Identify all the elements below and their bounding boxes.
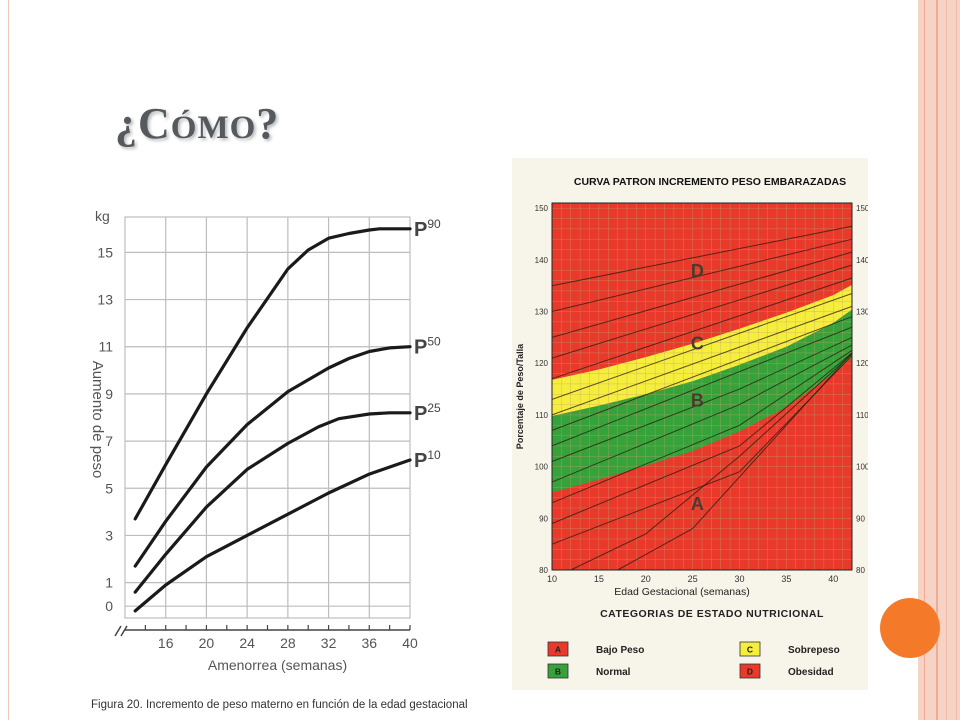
axis-break-mark bbox=[114, 625, 128, 637]
x-tick-label: 10 bbox=[547, 574, 557, 584]
legend-label-b: Normal bbox=[596, 667, 631, 678]
legend-label-d: Obesidad bbox=[788, 667, 834, 678]
x-tick-label: 16 bbox=[158, 635, 174, 651]
reference-curve bbox=[551, 352, 853, 524]
y-axis-label: Porcentaje de Peso/Talla bbox=[515, 343, 525, 449]
legend-label-c: Sobrepeso bbox=[788, 645, 840, 656]
x-tick-label: 36 bbox=[361, 635, 377, 651]
reference-curve bbox=[551, 336, 853, 462]
series-label-p50: P50 bbox=[414, 335, 441, 359]
y-tick-label-left: 100 bbox=[535, 463, 549, 472]
reference-curve bbox=[551, 264, 853, 359]
figure-caption: Figura 20. Incremento de peso materno en… bbox=[91, 699, 468, 711]
x-tick-label: 24 bbox=[239, 635, 255, 651]
reference-curve bbox=[551, 316, 853, 431]
y-tick-label-right: 150 bbox=[856, 204, 868, 213]
legend-code-c: C bbox=[747, 645, 753, 655]
series-line-p25 bbox=[133, 411, 412, 594]
decor-left-border bbox=[8, 0, 9, 720]
y-tick-label-right: 140 bbox=[856, 256, 868, 265]
x-tick-label: 40 bbox=[402, 635, 418, 651]
y-tick-label-left: 110 bbox=[535, 411, 548, 420]
series-line-p90 bbox=[133, 227, 412, 521]
y-tick-label-right: 100 bbox=[856, 463, 868, 472]
series-label-p90: P90 bbox=[414, 217, 441, 241]
y-tick-label: 13 bbox=[97, 292, 113, 308]
reference-curve bbox=[551, 238, 853, 312]
legend-code-d: D bbox=[747, 667, 753, 677]
reference-curve bbox=[551, 349, 853, 504]
y-tick-label-right: 110 bbox=[856, 411, 868, 420]
legend-title: CATEGORIAS DE ESTADO NUTRICIONAL bbox=[600, 608, 824, 620]
plot-frame bbox=[551, 202, 853, 571]
y-tick-label-left: 150 bbox=[535, 204, 549, 213]
slide-title: ¿CÓMO? bbox=[115, 99, 280, 148]
y-tick-label: 5 bbox=[105, 480, 113, 496]
decor-stripe-line bbox=[924, 0, 925, 720]
x-tick-label: 15 bbox=[594, 574, 604, 584]
zone-letter-b: B bbox=[691, 390, 704, 410]
series-label-p25: P25 bbox=[414, 401, 441, 425]
x-axis-label: Amenorrea (semanas) bbox=[208, 657, 347, 673]
legend-swatch-d bbox=[739, 663, 761, 679]
legend-swatch-b bbox=[547, 663, 569, 679]
reference-curve bbox=[551, 344, 853, 483]
legend-code-b: B bbox=[555, 667, 561, 677]
decor-stripe-band bbox=[918, 0, 960, 720]
decor-orange-circle bbox=[880, 598, 940, 658]
x-tick-label: 30 bbox=[734, 574, 744, 584]
series-label-p10: P10 bbox=[414, 448, 441, 472]
x-tick-label: 20 bbox=[641, 574, 651, 584]
y-tick-label: 1 bbox=[105, 575, 113, 591]
x-axis-label: Edad Gestacional (semanas) bbox=[614, 586, 749, 598]
plot-area bbox=[124, 216, 411, 619]
legend-swatch-c bbox=[739, 641, 761, 657]
y-tick-label: 15 bbox=[97, 244, 113, 260]
series-line-p10 bbox=[133, 458, 412, 613]
weight-gain-percentile-chart: 16 20 24 28 32 36 40 0 1 3 5 7 9 11 13 15 kg Aumento de p… bbox=[85, 192, 473, 714]
y-tick-label-left: 90 bbox=[539, 514, 548, 523]
y-unit-label: kg bbox=[95, 208, 110, 224]
legend-label-a: Bajo Peso bbox=[596, 645, 644, 656]
zone-letter-c: C bbox=[691, 334, 704, 354]
y-tick-label-right: 90 bbox=[856, 514, 865, 523]
x-tick-label: 35 bbox=[781, 574, 791, 584]
reference-curve bbox=[551, 326, 853, 447]
reference-curve bbox=[570, 353, 853, 571]
reference-curve bbox=[551, 293, 853, 400]
y-tick-label-left: 80 bbox=[539, 566, 548, 575]
legend-code-a: A bbox=[555, 645, 561, 655]
y-tick-label: 0 bbox=[105, 598, 113, 614]
decor-stripe-line bbox=[936, 0, 938, 720]
x-tick-label: 40 bbox=[828, 574, 838, 584]
y-tick-label: 9 bbox=[105, 386, 113, 402]
y-tick-label-right: 80 bbox=[856, 566, 865, 575]
legend-swatch-a bbox=[547, 641, 569, 657]
reference-curve bbox=[551, 305, 853, 416]
x-tick-label: 20 bbox=[199, 635, 215, 651]
x-tick-label: 32 bbox=[321, 635, 337, 651]
y-tick-label: 11 bbox=[98, 339, 113, 355]
series-line-p50 bbox=[133, 345, 412, 568]
y-tick-label-left: 140 bbox=[535, 256, 549, 265]
y-tick-label: 3 bbox=[105, 527, 113, 543]
y-tick-label: 7 bbox=[105, 433, 113, 449]
decor-stripe-line bbox=[956, 0, 957, 720]
y-tick-label-right: 130 bbox=[856, 308, 868, 317]
chart-title: CURVA PATRON INCREMENTO PESO EMBARAZADAS bbox=[574, 176, 846, 188]
y-tick-label-left: 130 bbox=[535, 308, 549, 317]
y-tick-label-left: 120 bbox=[535, 359, 549, 368]
reference-curve bbox=[551, 225, 853, 287]
reference-curve bbox=[617, 352, 853, 571]
nutritional-status-chart: CURVA PATRON INCREMENTO PESO EMBARAZADAS… bbox=[512, 158, 870, 690]
reference-curve bbox=[551, 251, 853, 338]
y-tick-label-right: 120 bbox=[856, 359, 868, 368]
decor-stripe-line bbox=[946, 0, 947, 720]
y-axis-label: Aumento de peso bbox=[89, 361, 106, 479]
x-tick-label: 25 bbox=[688, 574, 698, 584]
zone-letter-d: D bbox=[691, 261, 704, 281]
zone-letter-a: A bbox=[691, 494, 704, 514]
reference-curve bbox=[551, 277, 853, 380]
x-tick-label: 28 bbox=[280, 635, 296, 651]
